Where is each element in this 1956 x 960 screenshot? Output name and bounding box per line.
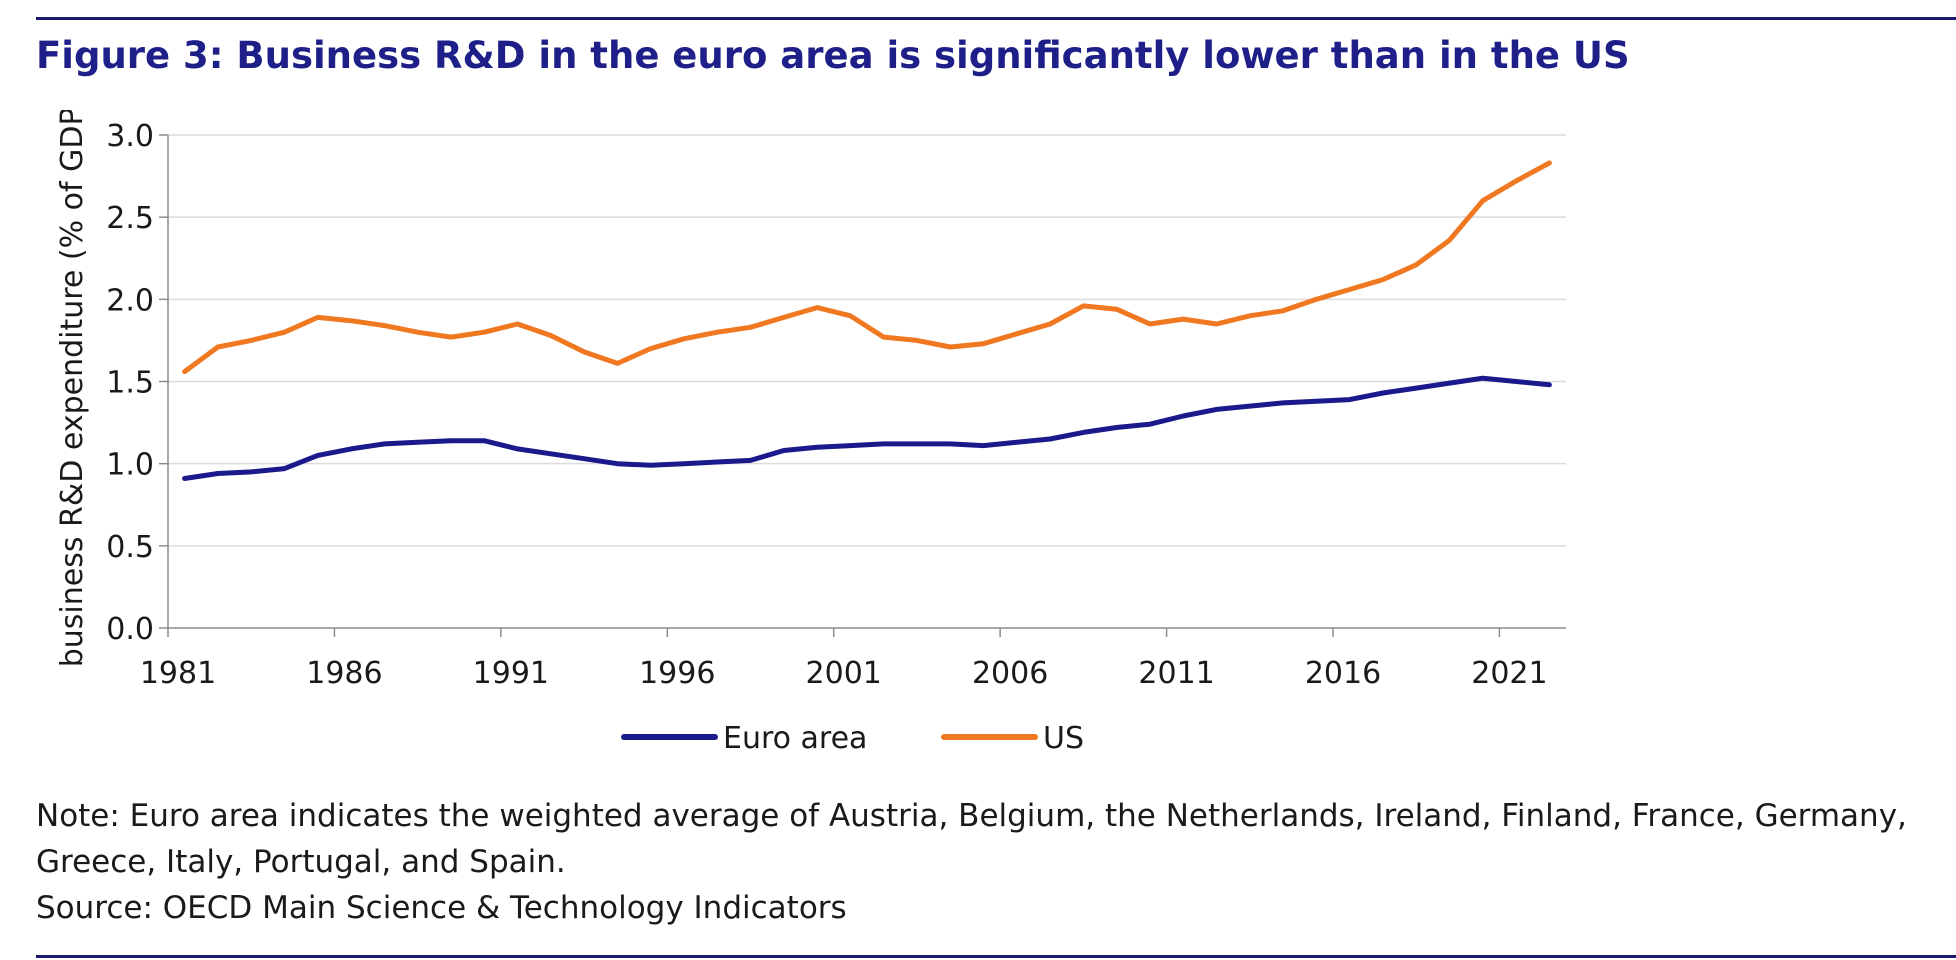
line-chart: 0.0 0.5 1.0 1.5 2.0 2.5 3.0 1981 1986 1991 1996 200…: [55, 110, 1566, 756]
x-tick-label: 1996: [639, 656, 715, 691]
source-text: Source: OECD Main Science & Technology I…: [36, 890, 847, 926]
x-tick-label: 2016: [1305, 656, 1381, 691]
figure-title: Figure 3: Business R&D in the euro area …: [36, 34, 1630, 77]
series-line-euro-area: [182, 375, 1552, 481]
legend-label: Euro area: [723, 721, 867, 756]
top-rule: [36, 17, 1956, 20]
bottom-rule: [36, 955, 1956, 958]
y-tick-label: 1.5: [106, 366, 154, 401]
y-axis-title: business R&D expenditure (% of GDP): [55, 110, 90, 667]
y-tick-label: 0.0: [106, 612, 154, 647]
y-tick-label: 1.0: [106, 448, 154, 483]
y-tick-label: 0.5: [106, 530, 154, 565]
legend-label: US: [1043, 721, 1084, 756]
y-tick-label: 3.0: [106, 119, 154, 154]
figure-notes: Note: Euro area indicates the weighted a…: [36, 793, 1936, 931]
x-tick-label: 2006: [972, 656, 1048, 691]
y-tick-label: 2.0: [106, 283, 154, 318]
x-tick-label: 1991: [473, 656, 549, 691]
note-text: Note: Euro area indicates the weighted a…: [36, 798, 1907, 880]
y-tick-label: 2.5: [106, 201, 154, 236]
series-line-us: [182, 160, 1552, 375]
x-tick-label: 2001: [806, 656, 882, 691]
x-tick-label: 2021: [1471, 656, 1547, 691]
x-tick-label: 1986: [306, 656, 382, 691]
x-tick-label: 1981: [140, 656, 216, 691]
x-tick-label: 2011: [1138, 656, 1214, 691]
